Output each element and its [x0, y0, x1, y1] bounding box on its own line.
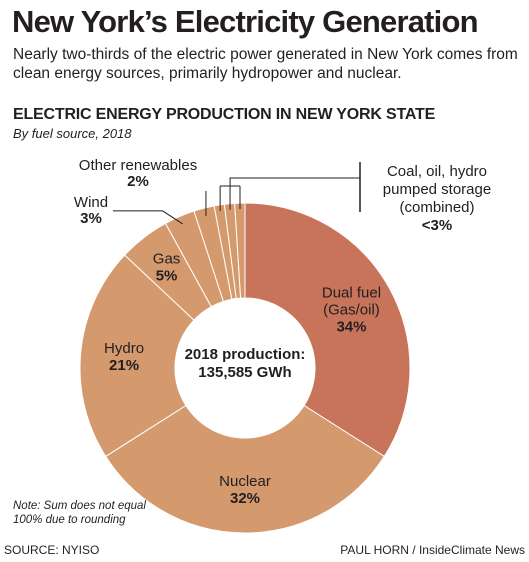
label-dual-fuel: Dual fuel(Gas/oil)34% [322, 284, 381, 335]
label-wind-line1: Wind [74, 194, 108, 211]
center-label-line2: 135,585 GWh [198, 364, 291, 381]
source-credit: SOURCE: NYISO [4, 543, 100, 557]
label-coal-oil-hydro-line2: pumped storage [383, 181, 491, 198]
chart-title: ELECTRIC ENERGY PRODUCTION IN NEW YORK S… [13, 106, 436, 123]
center-label: 2018 production: 135,585 GWh [185, 346, 306, 381]
slice-coal-oil-hydro-3 [234, 202, 246, 299]
donut-slices [79, 202, 411, 534]
page-subtitle: Nearly two-thirds of the electric power … [13, 46, 518, 82]
author-credit: PAUL HORN / InsideClimate News [340, 543, 525, 557]
label-gas-value: 5% [156, 267, 178, 284]
slice-nuclear [104, 404, 386, 534]
chart-subtitle: By fuel source, 2018 [13, 126, 132, 141]
center-label-line1: 2018 production: [185, 346, 306, 363]
label-wind-value: 3% [80, 210, 102, 227]
label-hydro-value: 21% [109, 357, 139, 374]
label-coal-oil-hydro-line1: Coal, oil, hydro [387, 163, 487, 180]
leader-bracket [220, 177, 360, 187]
label-coal-oil-hydro-line3: (combined) [399, 199, 474, 216]
label-nuclear-line1: Nuclear [219, 473, 271, 490]
label-hydro-line1: Hydro [104, 340, 144, 357]
label-coal-oil-hydro-value: <3% [422, 217, 452, 234]
leader-wind [113, 210, 183, 225]
label-gas-line1: Gas [153, 250, 181, 267]
label-other-renewables-line1: Other renewables [79, 157, 197, 174]
slice-hydro [79, 254, 195, 458]
rounding-note: Note: Sum does not equal 100% due to rou… [13, 500, 146, 526]
label-dual-fuel-value: 34% [336, 318, 366, 335]
leader-lines [113, 162, 361, 225]
slice-dual-fuel [244, 202, 411, 458]
label-nuclear-value: 32% [230, 490, 260, 507]
label-other-renewables-value: 2% [127, 173, 149, 190]
label-dual-fuel-line1: Dual fuel [322, 284, 381, 301]
label-dual-fuel-line2: (Gas/oil) [323, 301, 380, 318]
page-title: New York’s Electricity Generation [12, 4, 479, 39]
